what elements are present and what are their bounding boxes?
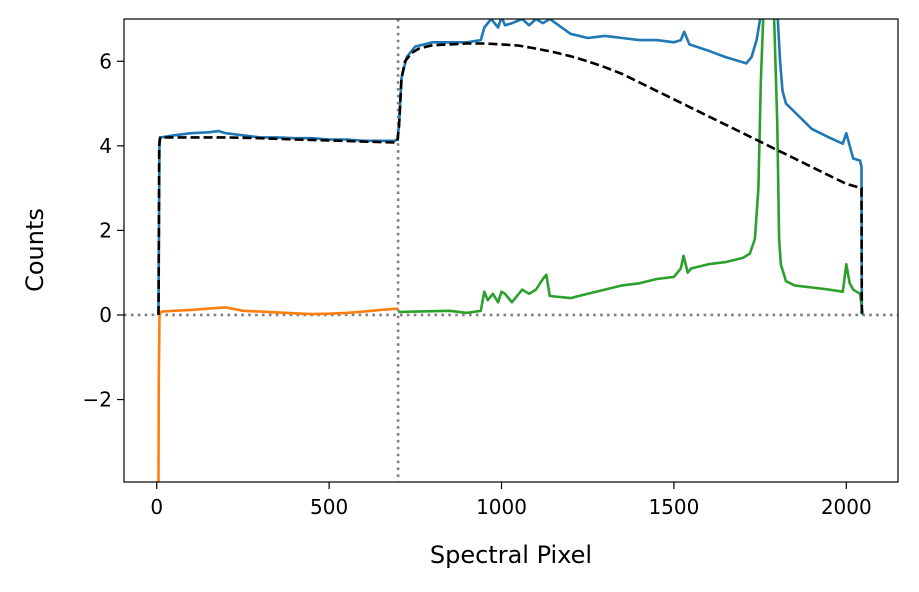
x-axis-title: Spectral Pixel	[430, 541, 592, 569]
y-tick-label: 0	[99, 303, 112, 327]
x-tick-label: 0	[150, 495, 163, 519]
x-tick-label: 1500	[648, 495, 699, 519]
series-line-4	[157, 42, 864, 316]
x-tick-label: 2000	[821, 495, 872, 519]
reference-lines	[124, 19, 898, 482]
x-axis: 0 500 1000 1500 2000	[150, 482, 872, 519]
series-line-2	[157, 306, 399, 482]
y-axis: −2 0 2 4 6	[83, 49, 124, 412]
y-tick-label: −2	[83, 388, 112, 412]
series-line-1	[157, 19, 864, 316]
x-tick-label: 500	[310, 495, 348, 519]
y-tick-label: 4	[99, 134, 112, 158]
y-tick-label: 2	[99, 218, 112, 242]
plot-frame	[123, 18, 899, 483]
plot-area	[124, 19, 898, 482]
series-layer	[157, 19, 865, 482]
y-axis-title: Counts	[21, 208, 49, 292]
x-tick-label: 1000	[476, 495, 527, 519]
series-line-3	[398, 19, 865, 316]
y-tick-label: 6	[99, 49, 112, 73]
